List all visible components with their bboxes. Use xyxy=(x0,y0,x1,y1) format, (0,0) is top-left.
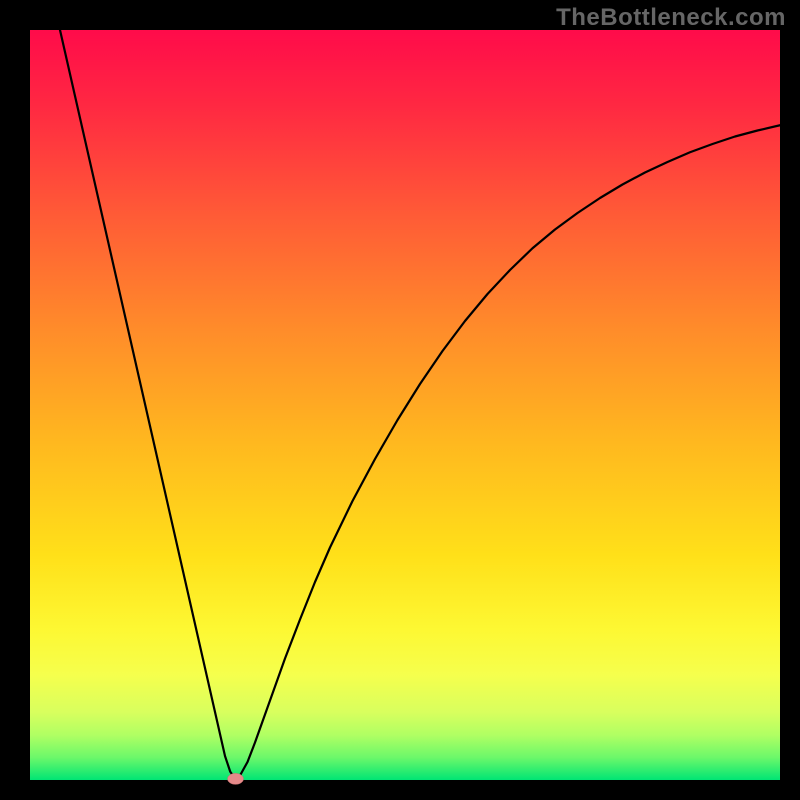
watermark-text: TheBottleneck.com xyxy=(556,4,786,32)
bottleneck-chart xyxy=(0,0,800,800)
plot-background-gradient xyxy=(30,30,780,780)
optimal-point-marker xyxy=(228,773,244,784)
figure-root: TheBottleneck.com xyxy=(0,0,800,800)
